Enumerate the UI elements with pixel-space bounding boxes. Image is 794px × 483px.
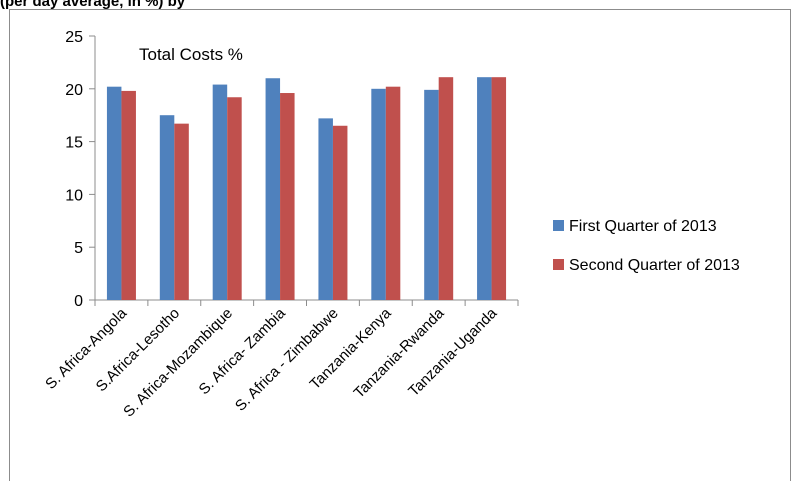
bar-first-quarter — [212, 84, 228, 301]
y-tick-label: 0 — [74, 293, 83, 310]
y-tick-label: 20 — [65, 82, 83, 99]
bar-first-quarter — [318, 118, 333, 300]
legend-swatch — [553, 220, 564, 231]
bar-second-quarter — [332, 125, 348, 300]
bar-second-quarter — [174, 123, 189, 300]
y-tick-label: 10 — [65, 187, 83, 204]
bar-second-quarter — [227, 97, 242, 300]
bar-first-quarter — [424, 89, 439, 300]
bar-second-quarter — [121, 90, 136, 300]
y-tick-label: 25 — [65, 29, 83, 46]
y-tick-label: 15 — [65, 135, 83, 152]
x-category-label: Tanzania-Uganda — [405, 304, 501, 400]
bar-first-quarter — [371, 88, 386, 300]
chart-frame — [9, 9, 791, 481]
y-tick-label: 5 — [74, 240, 83, 257]
legend-label: First Quarter of 2013 — [569, 218, 717, 235]
bar-first-quarter — [106, 86, 122, 300]
bar-first-quarter — [265, 78, 281, 301]
bar-second-quarter — [280, 93, 295, 300]
bar-second-quarter — [491, 77, 507, 301]
bar-first-quarter — [159, 115, 175, 300]
chart-annotation: Total Costs % — [139, 45, 243, 64]
legend-swatch — [553, 259, 564, 270]
bar-second-quarter — [385, 86, 401, 300]
x-category-label: Tanzania-Rwanda — [351, 304, 448, 401]
bar-second-quarter — [438, 77, 454, 301]
x-category-label: S. Africa - Zimbabwe — [232, 305, 342, 415]
header-title: (per day average, in %) by — [0, 0, 186, 10]
legend-label: Second Quarter of 2013 — [569, 257, 740, 274]
bar-first-quarter — [477, 77, 492, 301]
